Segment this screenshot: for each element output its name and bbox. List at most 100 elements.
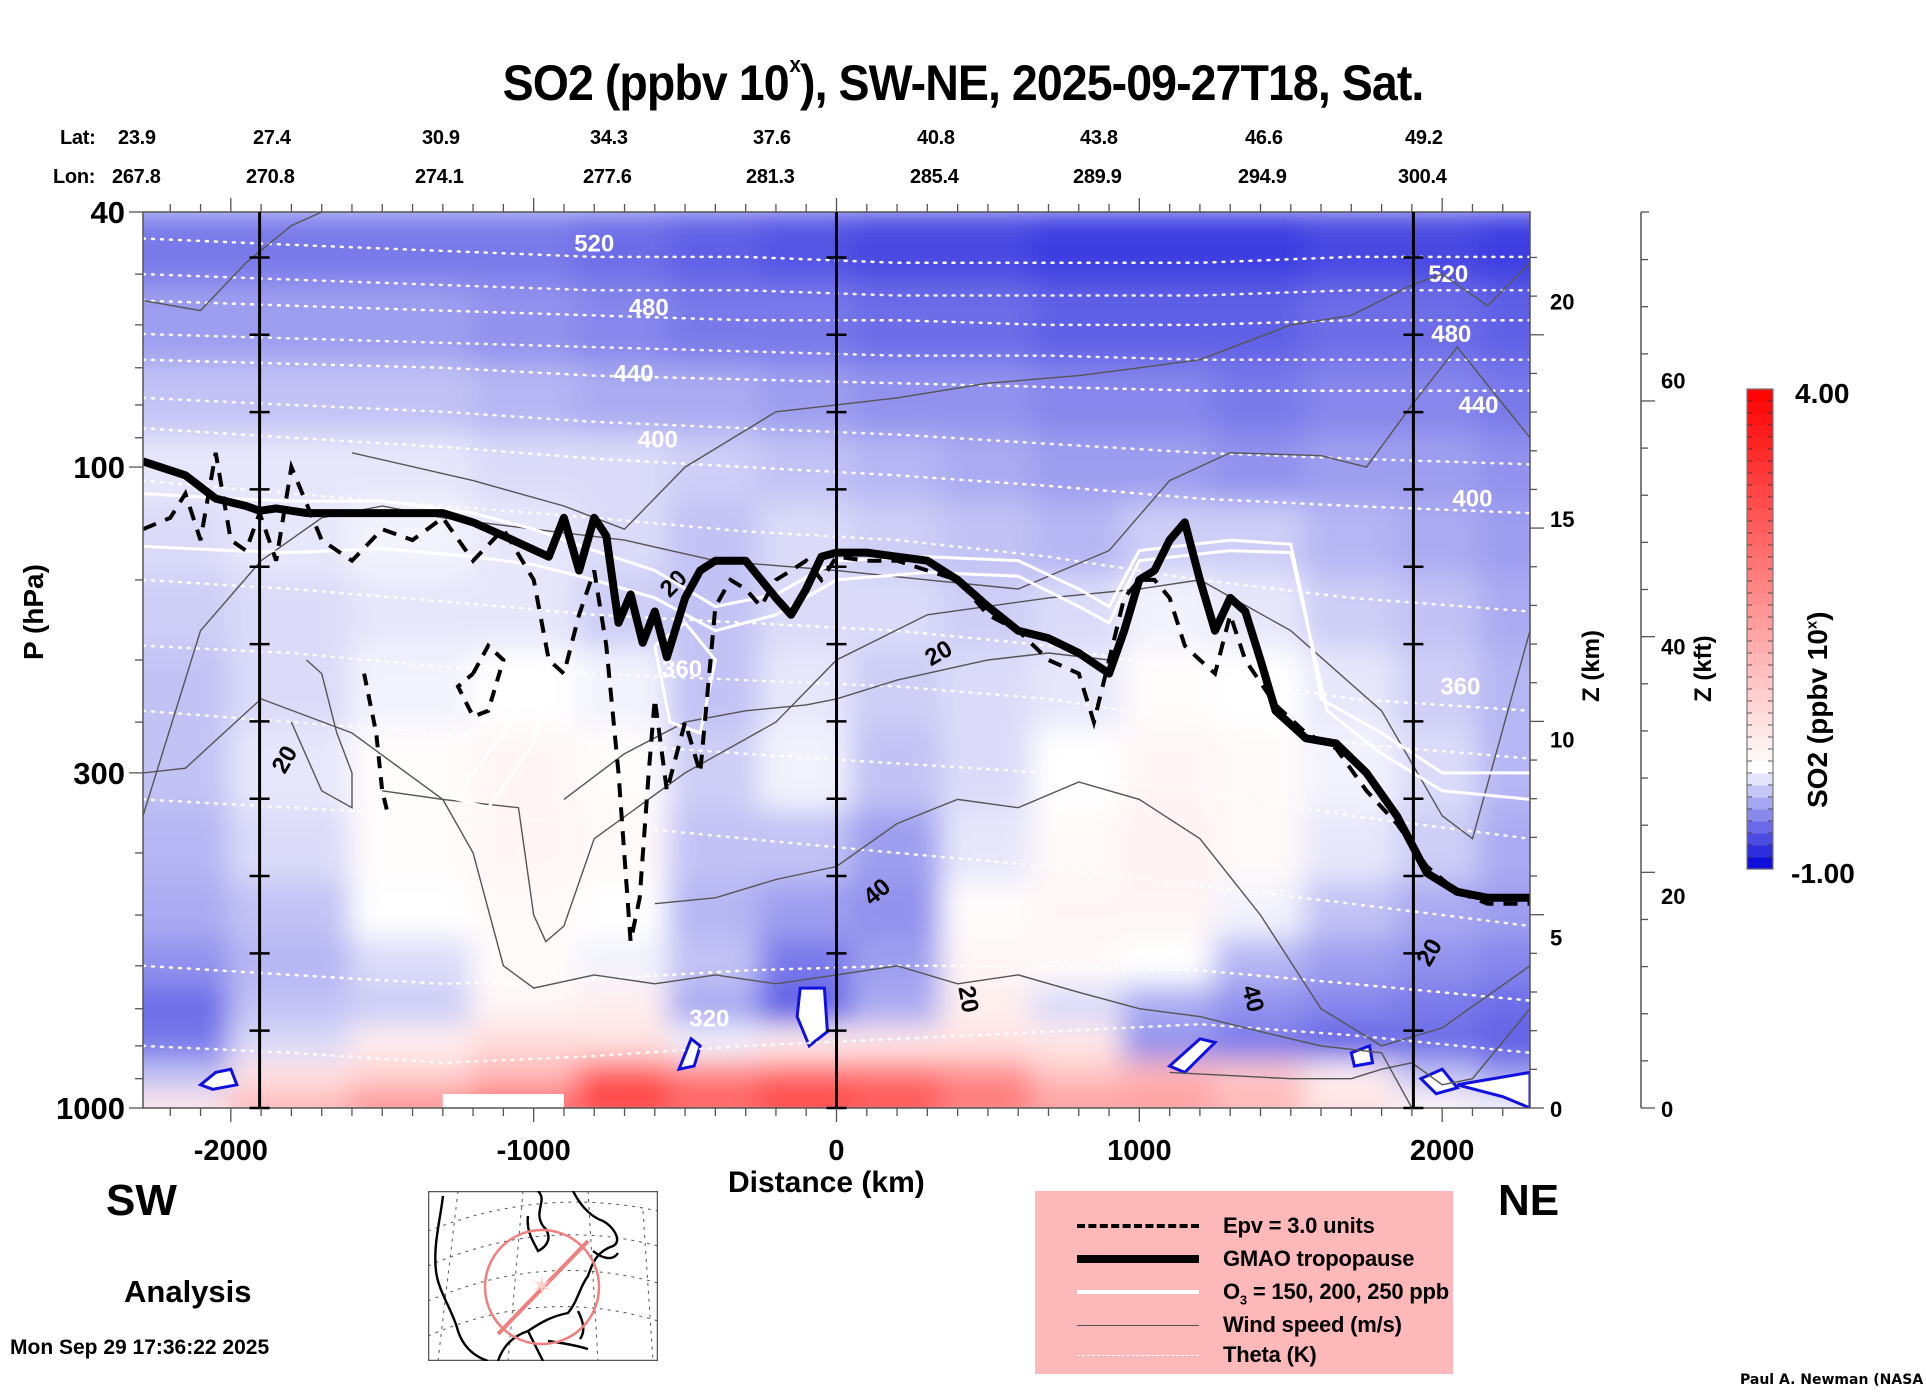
theta-contour: [143, 358, 1530, 392]
legend-label-rest: = 150, 200, 250 ppb: [1246, 1279, 1450, 1304]
so2-cell: [849, 362, 945, 438]
colorbar-level: [1747, 821, 1773, 834]
colorbar-level: [1747, 629, 1773, 642]
so2-cell: [940, 1091, 1036, 1108]
so2-cell: [667, 434, 763, 506]
colorbar-level: [1747, 857, 1773, 870]
z-km-tick-label: 20: [1550, 290, 1574, 315]
coastlines: [434, 1191, 620, 1361]
so2-cell: [577, 212, 672, 287]
author-credit: Paul A. Newman (NASA: [1740, 1372, 1924, 1388]
lon-value: 300.4: [1398, 166, 1447, 188]
so2-cell: [940, 1060, 1036, 1096]
theta-label: 480: [629, 295, 669, 322]
x-tick-label: 0: [828, 1135, 844, 1167]
so2-cell: [849, 1060, 945, 1096]
so2-cell: [1303, 501, 1399, 580]
so2-cell: [1031, 1025, 1127, 1065]
z-kft-tick-label: 40: [1661, 635, 1685, 660]
so2-cell: [349, 810, 476, 886]
lat-value: 30.9: [422, 127, 460, 149]
colorbar-level: [1747, 413, 1773, 426]
so2-cell: [1478, 810, 1530, 886]
x-tick-label: 1000: [1107, 1135, 1172, 1167]
lon-value: 294.9: [1238, 166, 1287, 188]
wind-speed-contour: [563, 652, 1110, 800]
so2-cell: [1478, 362, 1530, 438]
so2-cell: [143, 882, 233, 943]
so2-cell: [1031, 1060, 1127, 1096]
legend-label-o: O: [1223, 1279, 1240, 1304]
so2-cell: [1031, 882, 1127, 943]
so2-cell: [228, 648, 354, 732]
so2-cell: [471, 985, 582, 1030]
y-tick-label: 100: [73, 450, 125, 485]
z-km-axis-title: Z (km): [1578, 630, 1605, 702]
so2-cell: [1478, 575, 1530, 653]
so2-cell: [1122, 727, 1218, 815]
colorbar-level: [1747, 749, 1773, 762]
so2-cell: [940, 810, 1036, 886]
colorbar-level: [1747, 617, 1773, 630]
so2-cell: [1031, 810, 1127, 886]
ozone-contour: [143, 544, 1530, 801]
legend-label: Wind speed (m/s): [1223, 1312, 1402, 1337]
colorbar-title: SO2 (ppbv 10x): [1802, 611, 1834, 808]
title-text-rest: ), SW-NE, 2025-09-27T18, Sat.: [800, 55, 1424, 111]
so2-cell: [1478, 1025, 1530, 1065]
so2-cell: [940, 938, 1036, 990]
theta-contour: [143, 1022, 1530, 1065]
so2-cell: [577, 985, 672, 1030]
so2-cell: [228, 1025, 354, 1065]
colorbar-level: [1747, 797, 1773, 810]
so2-cell: [940, 212, 1036, 287]
theta-contour: [143, 964, 1530, 1002]
colorbar-level: [1747, 557, 1773, 570]
so2-cell: [1122, 212, 1218, 287]
y-axis-title: P (hPa): [18, 564, 49, 660]
so2-cell: [349, 648, 476, 732]
legend-swatch-dotted: [1077, 1355, 1199, 1356]
lat-value: 27.4: [253, 127, 291, 149]
so2-cell: [228, 938, 354, 990]
so2-cell: [1303, 1060, 1399, 1096]
so2-cell: [1213, 985, 1308, 1030]
so2-cell: [849, 282, 945, 367]
so2-cell: [1213, 362, 1308, 438]
wind-speed-contour: [1169, 1008, 1530, 1086]
so2-cell: [228, 575, 354, 653]
so2-cell: [471, 727, 582, 815]
colorbar-level: [1747, 773, 1773, 786]
theta-contour: [143, 237, 1530, 265]
so2-cell: [1478, 727, 1530, 815]
so2-cell: [228, 282, 354, 367]
so2-cell: [349, 985, 476, 1030]
legend-item-epv: Epv = 3.0 units: [1035, 1211, 1453, 1243]
so2-cell: [1394, 575, 1483, 653]
z-kft-tick-label: 60: [1661, 368, 1685, 393]
lon-value: 289.9: [1073, 166, 1122, 188]
so2-cell: [1122, 1091, 1218, 1108]
so2-cell: [577, 727, 672, 815]
so2-cell: [143, 501, 233, 580]
so2-cell: [667, 282, 763, 367]
epv-contour: [455, 642, 506, 720]
theta-contour: [143, 299, 1530, 327]
so2-cell: [577, 1060, 672, 1096]
so2-cell: [1303, 362, 1399, 438]
z-km-tick-label: 0: [1550, 1097, 1562, 1122]
so2-cell: [1031, 938, 1127, 990]
so2-cell: [471, 362, 582, 438]
theta-label: 440: [614, 361, 654, 388]
so2-cell: [1303, 212, 1399, 287]
colorbar-level: [1747, 521, 1773, 534]
lat-label: Lat:: [60, 127, 96, 149]
colorbar-level: [1747, 713, 1773, 726]
colorbar-level: [1747, 569, 1773, 582]
so2-cell: [228, 1060, 354, 1096]
so2-cell: [1478, 501, 1530, 580]
so2-cell: [228, 882, 354, 943]
so2-cell: [758, 727, 854, 815]
legend-item-tropopause: GMAO tropopause: [1035, 1244, 1453, 1276]
x-tick-label: -1000: [497, 1135, 571, 1167]
